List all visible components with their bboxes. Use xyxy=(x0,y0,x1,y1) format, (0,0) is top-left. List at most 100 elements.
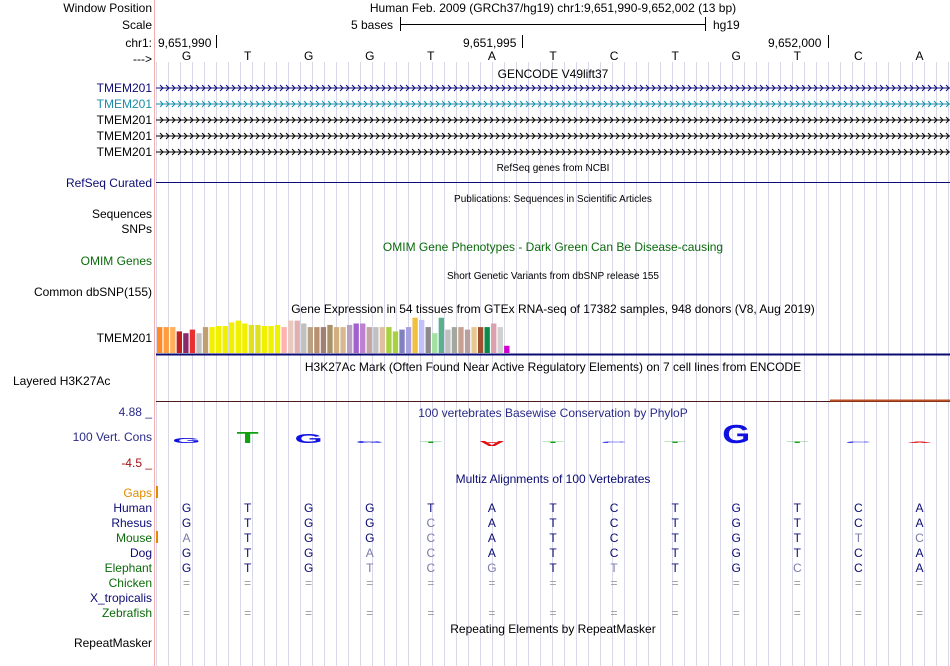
gtex-bar xyxy=(438,317,444,353)
alignment-base: C xyxy=(426,516,436,530)
species-label[interactable]: Dog xyxy=(129,546,152,560)
alignment-base: C xyxy=(792,561,802,575)
publications-sequences-label[interactable]: Sequences xyxy=(91,207,152,221)
alignment-base: A xyxy=(182,531,191,545)
species-label[interactable]: X_tropicalis xyxy=(89,591,152,605)
gtex-bar xyxy=(170,327,176,353)
gaps-marker xyxy=(156,486,158,498)
species-label[interactable]: Elephant xyxy=(104,561,152,575)
sequence-base: A xyxy=(487,49,496,63)
species-label[interactable]: Mouse xyxy=(115,531,152,545)
alignment-base: A xyxy=(915,546,924,560)
alignment-base: C xyxy=(915,531,924,545)
gtex-bar xyxy=(281,327,287,353)
alignment-base: T xyxy=(549,546,557,560)
gencode-gene-label-4[interactable]: TMEM201 xyxy=(96,129,152,143)
alignment-base: = xyxy=(183,606,191,620)
gencode-gene-label-3[interactable]: TMEM201 xyxy=(96,113,152,127)
gtex-gene-label[interactable]: TMEM201 xyxy=(96,331,152,345)
alignment-base: = xyxy=(549,576,557,590)
alignment-base: C xyxy=(854,501,863,515)
gtex-bar xyxy=(163,327,169,353)
conservation-min-label: -4.5 _ xyxy=(121,456,152,470)
alignment-base: T xyxy=(549,531,557,545)
gtex-bar xyxy=(215,326,222,353)
publications-snps-label[interactable]: SNPs xyxy=(121,222,152,236)
scale-bases-text: 5 bases xyxy=(351,18,394,32)
alignment-base: = xyxy=(915,606,923,620)
gtex-bar xyxy=(451,327,458,353)
alignment-base: = xyxy=(183,576,191,590)
alignment-base: T xyxy=(549,516,557,530)
strand-chevrons xyxy=(159,84,950,92)
alignment-base: T xyxy=(549,501,557,515)
alignment-base: C xyxy=(426,561,436,575)
gtex-bar xyxy=(386,327,392,353)
gtex-bar xyxy=(183,333,189,353)
alignment-base: T xyxy=(243,501,252,515)
sequence-base: C xyxy=(609,49,619,63)
gtex-bar xyxy=(307,327,313,353)
gtex-bar xyxy=(327,324,333,353)
alignment-base: = xyxy=(244,576,252,590)
alignment-base: G xyxy=(304,546,314,560)
strand-arrow-label[interactable]: ---> xyxy=(133,52,152,66)
refseq-curated-label[interactable]: RefSeq Curated xyxy=(65,176,152,190)
gtex-bar xyxy=(176,331,182,353)
gtex-bar xyxy=(255,324,261,353)
gtex-bar xyxy=(320,327,327,353)
alignment-base: A xyxy=(487,531,496,545)
gencode-gene-label-2[interactable]: TMEM201 xyxy=(96,97,152,111)
strand-chevrons xyxy=(159,100,950,108)
alignment-base: = xyxy=(610,606,618,620)
species-label[interactable]: Rhesus xyxy=(111,516,152,530)
alignment-base: T xyxy=(671,501,679,515)
gaps-label[interactable]: Gaps xyxy=(123,486,152,500)
svg-text:T: T xyxy=(786,441,809,443)
alignment-base: C xyxy=(609,516,619,530)
svg-text:G: G xyxy=(356,441,384,444)
h3k27ac-label[interactable]: Layered H3K27Ac xyxy=(13,374,111,388)
conservation-label[interactable]: 100 Vert. Cons xyxy=(72,430,152,444)
gtex-bar xyxy=(222,326,228,353)
alignment-base: = xyxy=(854,606,862,620)
alignment-base: C xyxy=(426,546,436,560)
gencode-gene-label-5[interactable]: TMEM201 xyxy=(96,145,152,159)
species-label[interactable]: Zebrafish xyxy=(101,606,152,620)
omim-genes-label[interactable]: OMIM Genes xyxy=(80,254,152,268)
gtex-bar xyxy=(229,322,235,353)
gtex-bar xyxy=(294,320,300,353)
dbsnp-track-title: Short Genetic Variants from dbSNP releas… xyxy=(447,271,659,282)
species-label[interactable]: Chicken xyxy=(108,576,152,590)
alignment-base: = xyxy=(488,606,496,620)
alignment-base: T xyxy=(671,531,679,545)
gtex-bar xyxy=(432,333,438,353)
sequence-base: T xyxy=(549,49,557,63)
gtex-bar xyxy=(477,327,484,353)
gencode-track-title: GENCODE V49lift37 xyxy=(497,67,609,81)
gtex-bar xyxy=(366,327,372,353)
alignment-base: A xyxy=(915,516,924,530)
gtex-bar xyxy=(491,323,497,353)
gtex-bar xyxy=(504,345,510,353)
alignment-base: A xyxy=(487,546,496,560)
conservation-track-title: 100 vertebrates Basewise Conservation by… xyxy=(418,406,688,420)
alignment-base: = xyxy=(427,606,435,620)
gtex-bar xyxy=(412,317,418,353)
gtex-track-title: Gene Expression in 54 tissues from GTEx … xyxy=(291,302,815,316)
dbsnp-label[interactable]: Common dbSNP(155) xyxy=(33,285,152,299)
conservation-logo-letter: G xyxy=(173,436,201,445)
alignment-base: T xyxy=(243,531,252,545)
strand-chevrons xyxy=(159,116,950,124)
sequence-base: G xyxy=(731,49,741,63)
conservation-logo-letter: A xyxy=(906,441,932,443)
gtex-bar xyxy=(248,324,255,353)
sequence-base: A xyxy=(915,49,924,63)
gtex-bar xyxy=(340,327,346,353)
gencode-gene-label-1[interactable]: TMEM201 xyxy=(96,81,152,95)
ruler-tick-3 xyxy=(828,35,829,48)
sequence-base: C xyxy=(854,49,863,63)
species-label[interactable]: Human xyxy=(113,501,152,515)
repeatmasker-label[interactable]: RepeatMasker xyxy=(73,636,152,650)
